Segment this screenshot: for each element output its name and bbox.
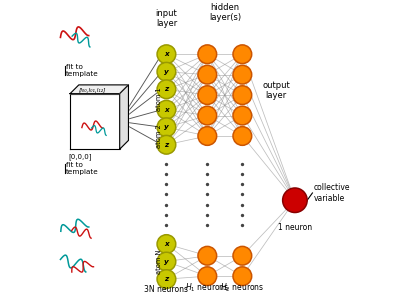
Text: fit to
template: fit to template (66, 162, 98, 175)
Circle shape (157, 270, 176, 288)
Circle shape (233, 267, 252, 286)
Circle shape (157, 45, 176, 64)
Text: atom 2: atom 2 (156, 124, 162, 148)
Circle shape (233, 65, 252, 84)
Text: collective
variable: collective variable (314, 183, 350, 203)
Text: x: x (164, 51, 169, 57)
Circle shape (233, 86, 252, 104)
Polygon shape (120, 85, 128, 149)
Circle shape (157, 80, 176, 99)
Circle shape (198, 127, 217, 145)
Circle shape (233, 45, 252, 64)
Text: y: y (164, 124, 169, 130)
Text: 1 neuron: 1 neuron (278, 223, 312, 232)
Circle shape (233, 106, 252, 125)
Text: 3N neurons: 3N neurons (144, 285, 188, 294)
Circle shape (157, 135, 176, 154)
Circle shape (233, 247, 252, 265)
Circle shape (198, 106, 217, 125)
Circle shape (198, 267, 217, 286)
Text: z: z (164, 142, 168, 148)
Text: z: z (164, 86, 168, 92)
Text: [0,0,0]: [0,0,0] (68, 153, 92, 160)
Circle shape (233, 127, 252, 145)
Circle shape (157, 235, 176, 253)
Circle shape (198, 247, 217, 265)
Text: atom 1: atom 1 (156, 88, 162, 111)
Circle shape (157, 118, 176, 137)
Text: $H_2$ neurons: $H_2$ neurons (220, 281, 264, 294)
Text: fit to
template: fit to template (66, 64, 98, 77)
Circle shape (283, 188, 307, 213)
Circle shape (198, 86, 217, 104)
Circle shape (157, 62, 176, 81)
Circle shape (157, 252, 176, 271)
Text: y: y (164, 69, 169, 75)
Text: output
layer: output layer (262, 81, 290, 101)
Polygon shape (70, 85, 128, 94)
Text: x: x (164, 107, 169, 113)
Text: atom N: atom N (156, 250, 162, 274)
Circle shape (157, 100, 176, 119)
Text: x: x (164, 241, 169, 247)
Text: $H_1$ neurons: $H_1$ neurons (185, 281, 230, 294)
Text: [l₀₀,l₀₁,l₁₂]: [l₀₀,l₀₁,l₁₂] (79, 88, 106, 93)
Text: input
layer: input layer (156, 8, 177, 28)
Circle shape (198, 45, 217, 64)
Circle shape (198, 65, 217, 84)
Text: y: y (164, 259, 169, 265)
Text: z: z (164, 276, 168, 282)
Text: hidden
layer(s): hidden layer(s) (209, 3, 241, 22)
